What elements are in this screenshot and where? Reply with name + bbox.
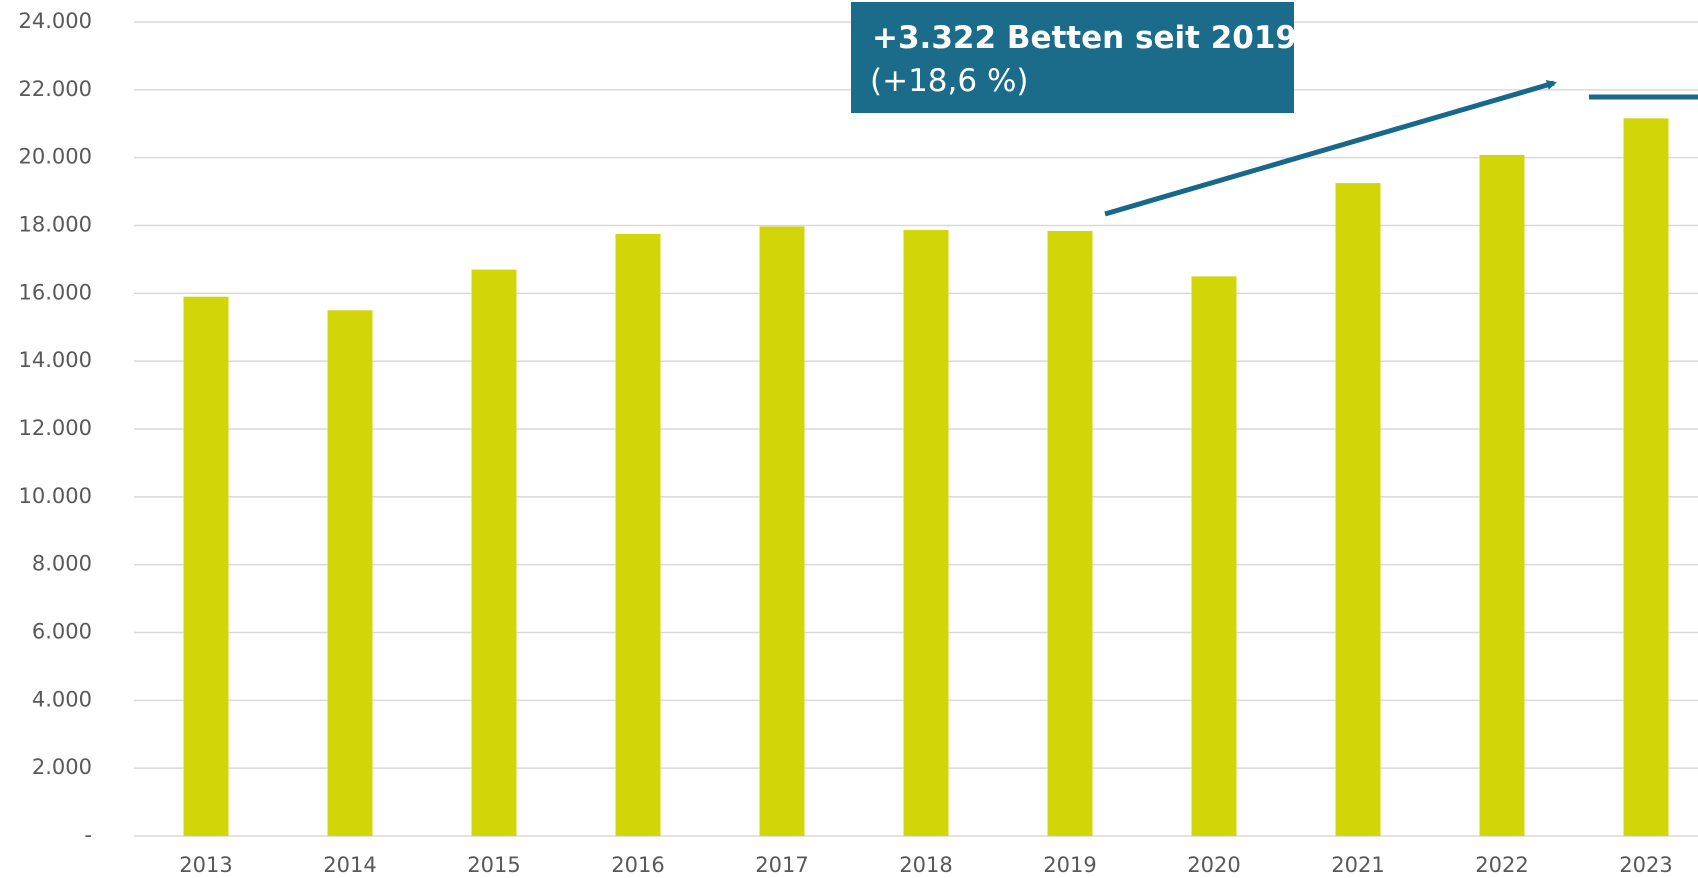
y-tick-label: 16.000 bbox=[19, 280, 92, 304]
y-tick-label: - bbox=[84, 823, 92, 847]
x-tick-label: 2019 bbox=[1043, 853, 1096, 877]
annotation-line: +3.322 Betten seit 2019 bbox=[872, 20, 1297, 56]
y-tick-label: 20.000 bbox=[19, 145, 92, 169]
bar bbox=[183, 296, 229, 837]
bar bbox=[471, 269, 517, 836]
y-tick-label: 24.000 bbox=[19, 9, 92, 33]
annotation-line: (+18,6 %) bbox=[870, 63, 1029, 99]
x-tick-label: 2014 bbox=[323, 853, 376, 877]
x-tick-label: 2016 bbox=[611, 853, 664, 877]
bar bbox=[759, 226, 805, 836]
y-tick-label: 18.000 bbox=[19, 213, 92, 237]
x-tick-label: 2021 bbox=[1331, 853, 1384, 877]
y-tick-label: 6.000 bbox=[32, 620, 92, 644]
bar bbox=[903, 229, 949, 836]
x-tick-label: 2013 bbox=[179, 853, 232, 877]
y-tick-label: 14.000 bbox=[19, 348, 92, 372]
bar bbox=[1191, 276, 1237, 836]
x-tick-label: 2020 bbox=[1187, 853, 1240, 877]
x-tick-label: 2017 bbox=[755, 853, 808, 877]
bar bbox=[1335, 183, 1381, 836]
y-tick-label: 4.000 bbox=[32, 687, 92, 711]
bar bbox=[1047, 230, 1093, 837]
bar bbox=[1623, 118, 1669, 836]
x-tick-label: 2018 bbox=[899, 853, 952, 877]
y-tick-label: 2.000 bbox=[32, 755, 92, 779]
y-tick-label: 8.000 bbox=[32, 552, 92, 576]
y-tick-label: 12.000 bbox=[19, 416, 92, 440]
annotation-box bbox=[851, 2, 1294, 113]
annotation-arrow bbox=[1104, 80, 1557, 217]
y-tick-label: 10.000 bbox=[19, 484, 92, 508]
x-tick-label: 2015 bbox=[467, 853, 520, 877]
x-tick-label: 2023 bbox=[1619, 853, 1672, 877]
plot-area: - 2.000 4.000 6.000 8.000 10.000 12.000 14.000 1… bbox=[19, 9, 1698, 877]
x-tick-label: 2022 bbox=[1475, 853, 1528, 877]
y-tick-label: 22.000 bbox=[19, 77, 92, 101]
bar bbox=[1479, 154, 1525, 836]
bar bbox=[327, 310, 373, 837]
bar bbox=[615, 233, 661, 836]
